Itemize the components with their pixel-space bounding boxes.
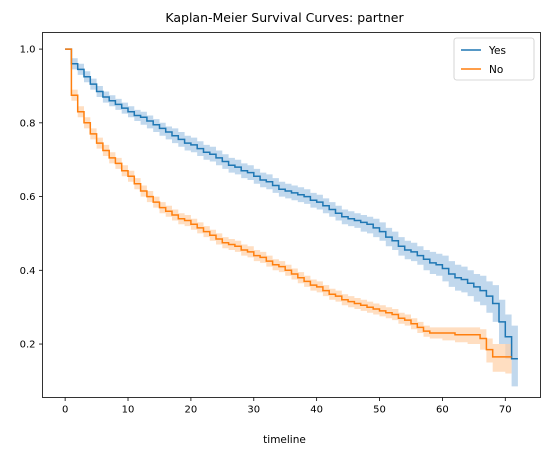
plot-area — [65, 48, 518, 387]
ci-band-1 — [65, 49, 512, 376]
x-tick-label-1: 10 — [122, 405, 135, 416]
series-line-0 — [65, 48, 518, 360]
x-tick-label-2: 20 — [185, 405, 198, 416]
ci-band-0 — [65, 49, 518, 387]
x-tick-label-0: 0 — [62, 405, 68, 416]
x-tick-label-6: 60 — [436, 405, 449, 416]
y-tick-label-2: 0.6 — [20, 192, 36, 203]
x-axis: 0 10 20 30 40 50 60 70 — [62, 397, 512, 416]
x-tick-label-5: 50 — [373, 405, 386, 416]
x-tick-label-3: 30 — [247, 405, 260, 416]
legend-label-1: No — [489, 64, 503, 76]
y-tick-label-1: 0.4 — [20, 266, 36, 277]
x-axis-label: timeline — [263, 434, 306, 446]
x-tick-label-4: 40 — [310, 405, 323, 416]
chart-title: Kaplan-Meier Survival Curves: partner — [165, 10, 404, 25]
series-line-1 — [65, 48, 512, 358]
legend-label-0: Yes — [488, 45, 506, 57]
y-tick-label-3: 0.8 — [20, 118, 36, 129]
legend: Yes No — [453, 37, 535, 81]
y-tick-label-4: 1.0 — [20, 45, 36, 56]
y-axis: 0.2 0.4 0.6 0.8 1.0 — [20, 45, 43, 351]
y-tick-label-0: 0.2 — [20, 340, 36, 351]
x-tick-label-7: 70 — [499, 405, 512, 416]
plot-frame — [42, 32, 541, 398]
